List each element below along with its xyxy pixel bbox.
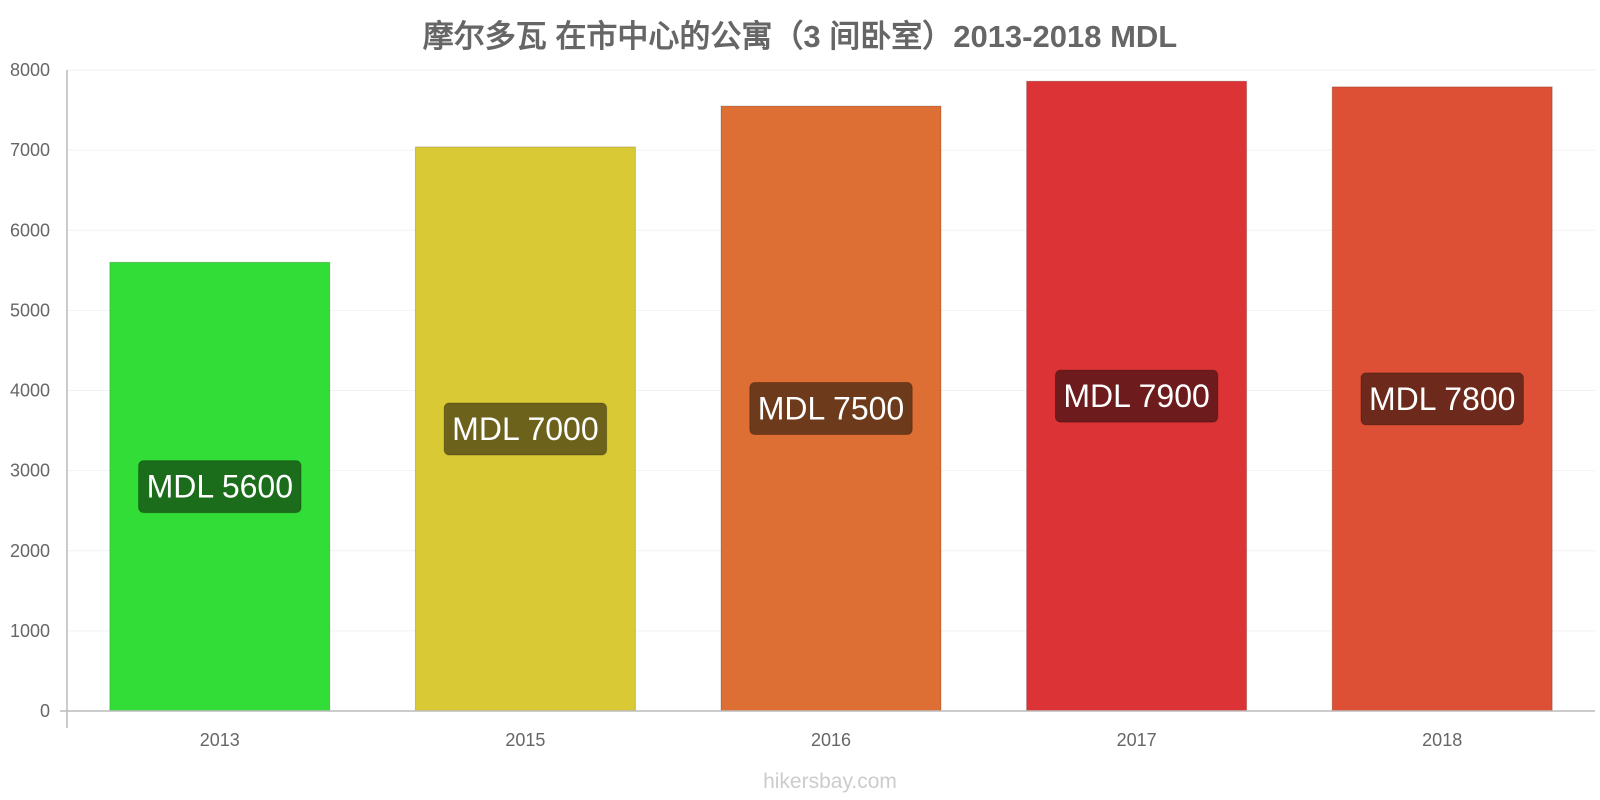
- watermark: hikersbay.com: [763, 770, 897, 793]
- data-labels: MDL 5600 MDL 7000 MDL 7500 MDL 7900 MDL 7800: [138, 369, 1524, 514]
- data-label-text: MDL 7500: [758, 391, 904, 427]
- data-label-text: MDL 7900: [1063, 378, 1209, 414]
- data-label-text: MDL 7800: [1369, 381, 1515, 417]
- y-tick-label: 5000: [10, 300, 50, 320]
- data-label-background: [138, 460, 302, 514]
- axes: 0 1000 2000 3000 4000 5000 6000 7000 8000 2013 201…: [10, 60, 1595, 750]
- data-label-background: [1054, 369, 1219, 423]
- x-tick-label: 2017: [1117, 730, 1157, 750]
- x-tick-label: 2013: [200, 730, 240, 750]
- data-label-background: [443, 402, 608, 456]
- data-label-text: MDL 7000: [452, 411, 598, 447]
- y-tick-label: 6000: [10, 220, 50, 240]
- data-label-text: MDL 5600: [147, 469, 293, 505]
- x-tick-label: 2015: [505, 730, 545, 750]
- y-tick-label: 0: [40, 701, 50, 721]
- x-tick-label: 2018: [1422, 730, 1462, 750]
- y-tick-label: 4000: [10, 381, 50, 401]
- data-label-2015: MDL 7000: [443, 402, 608, 456]
- x-tick-label: 2016: [811, 730, 851, 750]
- y-tick-label: 8000: [10, 60, 50, 80]
- y-tick-label: 3000: [10, 461, 50, 481]
- y-tick-label: 1000: [10, 621, 50, 641]
- chart-title: 摩尔多瓦 在市中心的公寓（3 间卧室）2013-2018 MDL: [423, 19, 1177, 54]
- data-label-2016: MDL 7500: [749, 382, 913, 436]
- data-label-2018: MDL 7800: [1360, 372, 1524, 426]
- data-label-2013: MDL 5600: [138, 460, 302, 514]
- y-tick-label: 2000: [10, 541, 50, 561]
- data-label-background: [749, 382, 913, 436]
- data-label-2017: MDL 7900: [1054, 369, 1219, 423]
- y-tick-label: 7000: [10, 140, 50, 160]
- data-label-background: [1360, 372, 1524, 426]
